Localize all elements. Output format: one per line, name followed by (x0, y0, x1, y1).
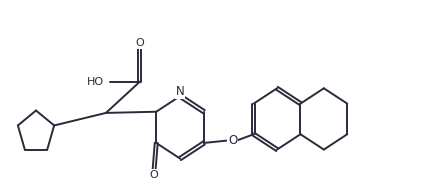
Text: O: O (150, 170, 158, 180)
Text: O: O (136, 38, 144, 48)
Text: N: N (176, 85, 184, 98)
Text: O: O (228, 134, 237, 147)
Text: HO: HO (87, 77, 104, 87)
